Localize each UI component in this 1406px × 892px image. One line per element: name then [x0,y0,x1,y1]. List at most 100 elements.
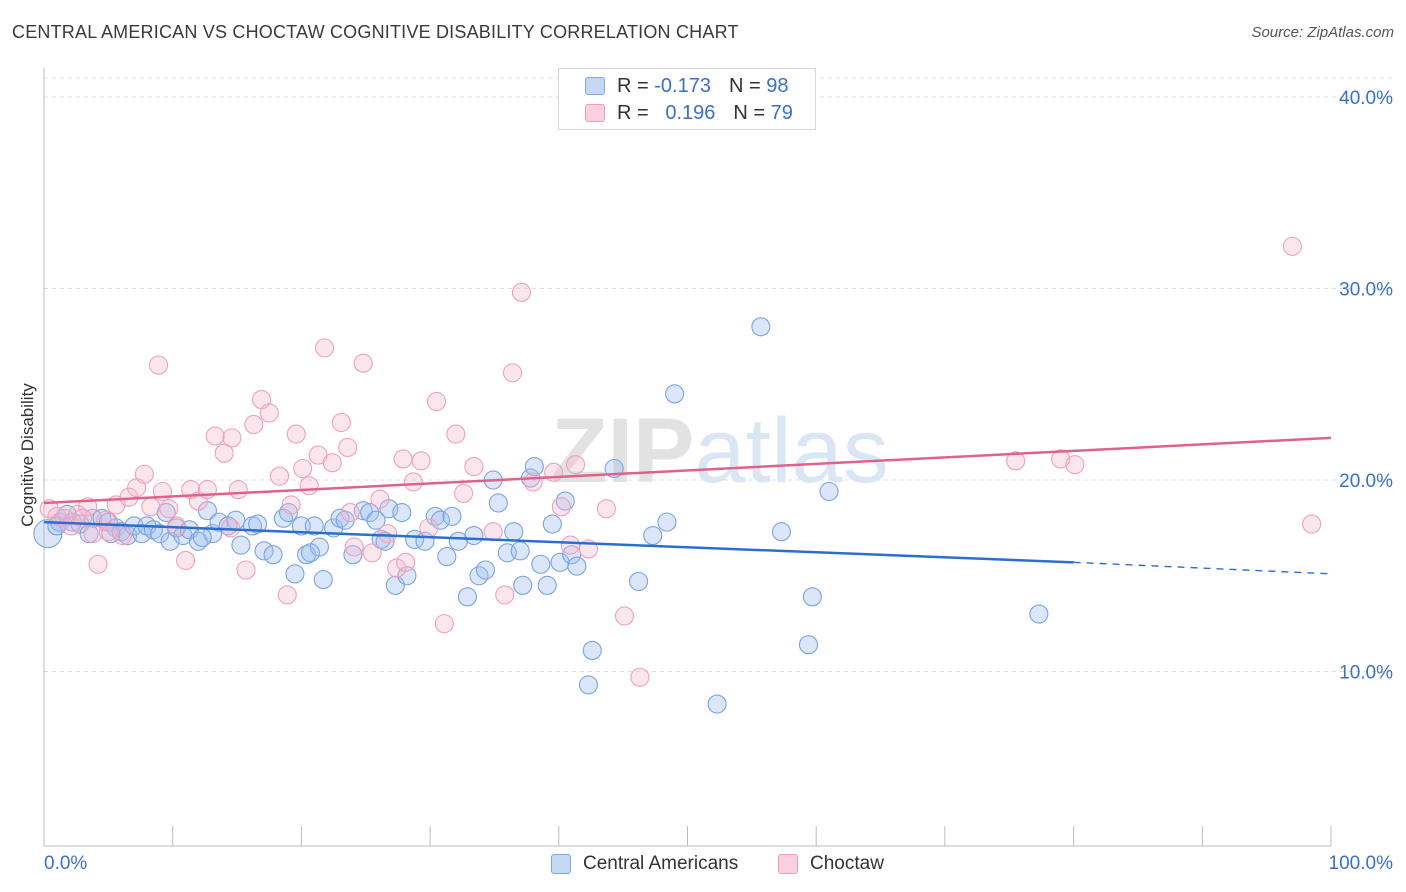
bottom-legend-central-americans: Central Americans [551,851,738,877]
data-point [524,457,544,477]
chart-title: CENTRAL AMERICAN VS CHOCTAW COGNITIVE DI… [12,22,739,42]
data-point [802,587,822,607]
data-point [1051,449,1071,469]
bottom-legend-choctaw: Choctaw [778,851,884,877]
data-point [523,472,543,492]
data-point [513,575,533,595]
data-point [510,541,530,561]
data-point [464,525,484,546]
data-point [531,554,551,574]
gridlines [44,77,1392,672]
legend-row-central-americans: R = -0.173 N = 98 [585,73,788,99]
data-point [392,503,412,523]
data-point [236,560,256,580]
data-point [614,606,634,626]
legend-n-value-blue: 98 [766,74,789,97]
data-point [176,550,196,570]
data-point [214,443,234,463]
legend-n-label: N = [733,101,766,124]
data-point [560,535,580,555]
data-point [278,503,299,523]
data-point [370,489,390,509]
tick-labels: 10.0% 20.0% 30.0% 40.0% 0.0% 100.0% [44,88,1393,874]
data-point [567,556,587,576]
data-point [331,412,351,433]
data-point [134,464,154,484]
y-tick-label: 40.0% [1339,88,1393,109]
data-point [299,476,319,496]
data-point [192,527,212,548]
data-point [629,571,649,592]
data-point [555,491,575,511]
legend-r-value-pink: 0.196 [665,101,716,124]
data-point [464,457,484,477]
data-point [61,516,81,536]
data-point [387,558,407,578]
data-point [596,499,616,519]
data-point [360,503,380,523]
data-point [78,497,98,517]
data-point [343,545,363,565]
legend-n-label: N = [728,74,761,97]
data-point [313,570,333,590]
y-tick-label: 10.0% [1339,663,1393,684]
data-point [798,635,819,655]
data-point [300,543,320,563]
watermark-atlas: atlas [694,400,888,502]
data-point [1282,236,1302,256]
data-point [353,353,373,373]
data-point [630,667,650,687]
y-tick-label: 30.0% [1339,280,1393,301]
data-point [411,451,431,471]
data-point [344,537,364,557]
data-point [148,355,169,375]
data-point [457,587,477,607]
data-point [228,480,248,500]
legend-r-label: R = [617,74,649,97]
stats-legend: R = -0.173 N = 98 R = 0.196 N = 79 [558,68,816,130]
legend-r-label: R = [617,101,649,124]
data-point [657,512,677,532]
bottom-legend-swatch-pink [778,854,798,874]
data-point [222,428,242,448]
data-point [362,543,382,563]
x-tick-label-min: 0.0% [44,853,87,874]
data-point [248,514,268,534]
data-point [293,458,313,479]
data-point [285,564,305,584]
data-point [551,497,571,517]
data-point [437,547,457,567]
data-point [221,518,241,538]
data-point [1065,455,1085,475]
data-point [338,437,358,457]
data-point [244,414,264,435]
data-point [181,480,201,500]
data-point [1302,514,1322,534]
data-point [205,426,225,446]
data-point [259,403,279,423]
data-point [751,317,771,337]
data-point [537,575,557,595]
data-point [309,537,329,557]
data-point [707,694,727,714]
data-point [47,506,67,526]
trend-line-central-americans-extension [1073,561,1332,575]
source-label: Source: ZipAtlas.com [1251,24,1394,41]
data-point [562,545,582,565]
data-point [425,506,445,526]
data-point [771,522,792,542]
data-point [643,525,663,546]
data-point [231,535,251,555]
data-point [393,449,413,469]
legend-swatch-pink [585,104,605,122]
data-point [430,510,450,530]
data-point [39,499,59,519]
bottom-legend-label-pink: Choctaw [810,853,884,874]
data-point [315,338,335,358]
data-point [322,453,342,473]
data-point [366,510,386,530]
data-point [263,545,283,565]
data-point [426,391,447,412]
watermark: ZIPatlas [551,400,888,502]
